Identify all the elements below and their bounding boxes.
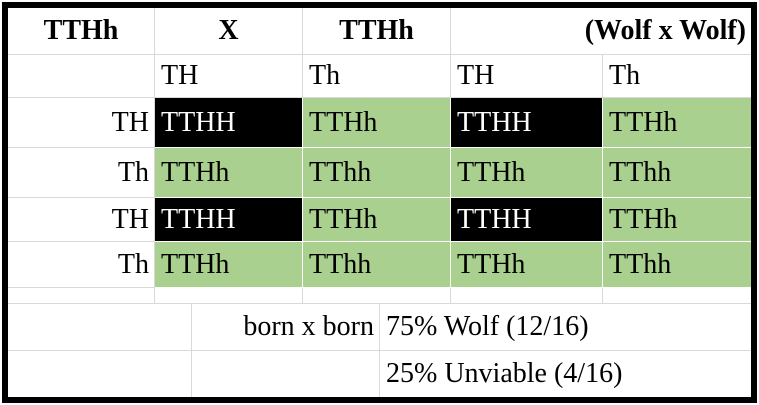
row-gamete-label[interactable]: Th <box>8 242 155 288</box>
punnett-cell[interactable]: TTHh <box>603 198 751 242</box>
spacer-cell[interactable] <box>603 288 751 304</box>
parent2-genotype-cell[interactable]: TTHh <box>303 8 451 55</box>
punnett-cell[interactable]: TTHH <box>155 98 303 148</box>
summary-unviable-result-cell[interactable]: 25% Unviable (4/16) <box>380 351 751 397</box>
row-gamete-label[interactable]: TH <box>8 98 155 148</box>
punnett-cell[interactable]: TThh <box>303 148 451 198</box>
summary-table: born x born 75% Wolf (12/16) 25% Unviabl… <box>8 304 751 397</box>
corner-empty-cell[interactable] <box>8 55 155 98</box>
summary-cross-label-cell[interactable]: born x born <box>192 304 380 351</box>
col-gamete-label[interactable]: TH <box>451 55 603 98</box>
punnett-cell[interactable]: TTHh <box>155 242 303 288</box>
cross-note-cell[interactable]: (Wolf x Wolf) <box>451 8 751 55</box>
punnett-cell[interactable]: TTHh <box>603 98 751 148</box>
empty-cell[interactable] <box>8 351 192 397</box>
punnett-cell[interactable]: TTHh <box>451 148 603 198</box>
punnett-cell[interactable]: TThh <box>603 242 751 288</box>
punnett-cell[interactable]: TTHH <box>155 198 303 242</box>
punnett-cell[interactable]: TTHh <box>451 242 603 288</box>
col-gamete-label[interactable]: TH <box>155 55 303 98</box>
empty-cell[interactable] <box>192 351 380 397</box>
punnett-cell[interactable]: TTHh <box>155 148 303 198</box>
row-gamete-label[interactable]: Th <box>8 148 155 198</box>
parent1-genotype-cell[interactable]: TTHh <box>8 8 155 55</box>
punnett-cell[interactable]: TThh <box>603 148 751 198</box>
spacer-cell[interactable] <box>303 288 451 304</box>
col-gamete-label[interactable]: Th <box>603 55 751 98</box>
spacer-cell[interactable] <box>451 288 603 304</box>
punnett-cell[interactable]: TTHh <box>303 98 451 148</box>
punnett-cell[interactable]: TTHH <box>451 198 603 242</box>
punnett-cell[interactable]: TTHH <box>451 98 603 148</box>
empty-cell[interactable] <box>8 304 192 351</box>
col-gamete-label[interactable]: Th <box>303 55 451 98</box>
row-gamete-label[interactable]: TH <box>8 198 155 242</box>
spacer-cell[interactable] <box>8 288 155 304</box>
spacer-cell[interactable] <box>155 288 303 304</box>
punnett-cell[interactable]: TTHh <box>303 198 451 242</box>
cross-symbol-cell[interactable]: X <box>155 8 303 55</box>
punnett-cell[interactable]: TThh <box>303 242 451 288</box>
summary-wolf-result-cell[interactable]: 75% Wolf (12/16) <box>380 304 751 351</box>
punnett-table: TTHh X TTHh (Wolf x Wolf) TH Th TH Th TH… <box>8 8 751 304</box>
